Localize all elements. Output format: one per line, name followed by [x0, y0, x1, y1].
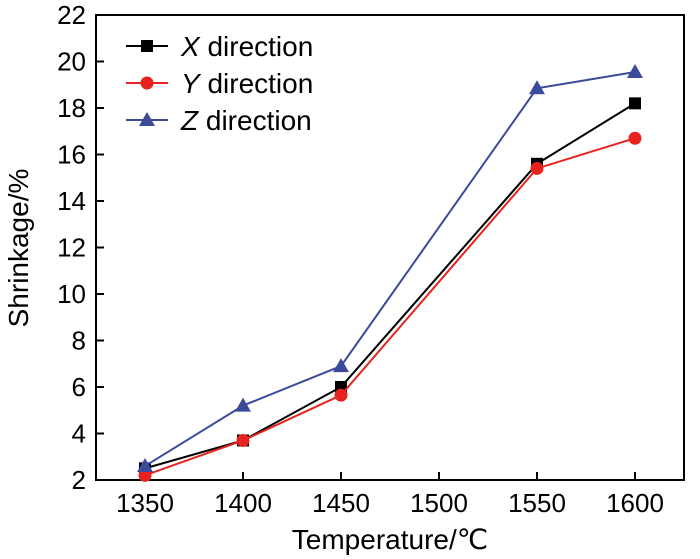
- data-point-y-direction: [530, 161, 544, 175]
- data-point-y-direction: [138, 468, 152, 482]
- data-point-y-direction: [334, 388, 348, 402]
- series-layer: [137, 63, 643, 482]
- y-tick-label: 10: [57, 279, 86, 309]
- data-point-y-direction: [628, 131, 642, 145]
- x-tick-label: 1550: [508, 488, 566, 518]
- data-point-x-direction: [629, 97, 641, 110]
- legend-marker: [141, 40, 153, 52]
- y-tick-label: 6: [72, 372, 86, 402]
- x-tick-label: 1500: [410, 488, 468, 518]
- y-tick-label: 22: [57, 0, 86, 30]
- y-tick-label: 2: [72, 465, 86, 495]
- legend-label: Z direction: [180, 105, 312, 136]
- series-z-direction: [137, 63, 643, 473]
- x-axis-title: Temperature/℃: [292, 524, 488, 555]
- series-line-y-direction: [144, 137, 636, 477]
- y-axis-title: Shrinkage/%: [3, 169, 34, 328]
- legend-item-x-direction: X direction: [126, 31, 313, 62]
- y-tick-label: 18: [57, 93, 86, 123]
- data-point-z-direction: [529, 80, 545, 95]
- y-tick-label: 20: [57, 47, 86, 77]
- y-tick-label: 8: [72, 326, 86, 356]
- legend-marker: [140, 76, 154, 90]
- y-tick-label: 14: [57, 186, 86, 216]
- x-axis: 1350 1400 1450 1500 1550 1600: [116, 472, 664, 518]
- legend-item-y-direction: Y direction: [126, 68, 313, 99]
- y-tick-label: 4: [72, 419, 86, 449]
- y-tick-label: 12: [57, 233, 86, 263]
- x-tick-label: 1400: [214, 488, 272, 518]
- legend-marker: [139, 112, 155, 126]
- data-point-y-direction: [236, 433, 250, 447]
- series-y-direction: [138, 131, 642, 482]
- data-point-z-direction: [627, 63, 643, 78]
- legend: X direction Y direction Z direction: [126, 31, 313, 136]
- y-tick-label: 16: [57, 140, 86, 170]
- legend-label: Y direction: [181, 68, 313, 99]
- x-tick-label: 1350: [116, 488, 174, 518]
- data-point-z-direction: [333, 358, 349, 373]
- x-tick-label: 1600: [606, 488, 664, 518]
- legend-label: X direction: [180, 31, 313, 62]
- data-point-z-direction: [235, 397, 251, 412]
- series-x-direction: [139, 97, 641, 475]
- data-point-z-direction: [137, 458, 153, 473]
- series-line-x-direction: [144, 102, 636, 470]
- y-axis: 2 4 6 8 10 12 14 16 18 20 22: [57, 0, 104, 495]
- x-tick-label: 1450: [312, 488, 370, 518]
- legend-item-z-direction: Z direction: [126, 105, 312, 136]
